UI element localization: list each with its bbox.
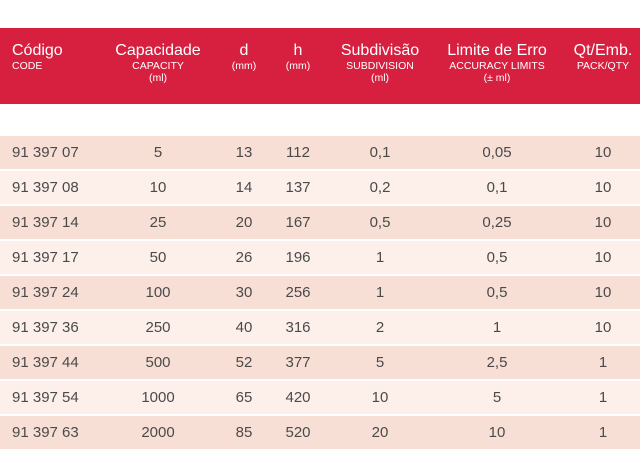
cell-subdivision: 2 [375,319,385,336]
cell-code: 91 397 17 [12,249,79,266]
cell-subdivision: 0,2 [369,179,391,196]
cell-capacity: 2000 [141,424,175,441]
cell-code: 91 397 24 [12,284,79,301]
cell-diameter: 40 [235,319,253,336]
cell-pack-qty: 10 [594,319,612,336]
cell-capacity: 250 [145,319,171,336]
header-subdivision: Subdivisão SUBDIVISION (ml) [330,42,430,85]
cell-accuracy: 0,5 [486,249,508,266]
cell-diameter: 26 [235,249,253,266]
header-height: h (mm) [278,42,318,72]
cell-diameter: 14 [235,179,253,196]
header-capacity-sublabel: CAPACITY [132,60,184,73]
cell-height: 196 [285,249,311,266]
table-row: 91 397 08 10 14 137 0,2 0,1 10 [0,171,640,204]
table-header: Código CODE Capacidade CAPACITY (ml) d (… [0,28,640,104]
cell-code: 91 397 44 [12,354,79,371]
cell-height: 520 [285,424,311,441]
table-row: 91 397 17 50 26 196 1 0,5 10 [0,241,640,274]
table-row: 91 397 36 250 40 316 2 1 10 [0,311,640,344]
header-height-label: h [293,42,303,59]
cell-height: 316 [285,319,311,336]
cell-subdivision: 1 [375,249,385,266]
cell-subdivision: 10 [371,389,389,406]
header-subdivision-label: Subdivisão [340,42,420,59]
cell-accuracy: 10 [488,424,506,441]
cell-subdivision: 20 [371,424,389,441]
cell-code: 91 397 63 [12,424,79,441]
header-accuracy-unit: (± ml) [483,72,511,85]
cell-diameter: 20 [235,214,253,231]
cell-pack-qty: 10 [594,249,612,266]
cell-code: 91 397 07 [12,144,79,161]
table-row: 91 397 24 100 30 256 1 0,5 10 [0,276,640,309]
cell-diameter: 13 [235,144,253,161]
cell-accuracy: 0,25 [482,214,512,231]
table-row: 91 397 07 5 13 112 0,1 0,05 10 [0,136,640,169]
cell-height: 256 [285,284,311,301]
cell-code: 91 397 08 [12,179,79,196]
header-diameter-label: d [239,42,249,59]
header-capacity-label: Capacidade [115,42,201,59]
cell-diameter: 52 [235,354,253,371]
cell-capacity: 100 [145,284,171,301]
cell-height: 112 [286,144,310,161]
cell-pack-qty: 10 [594,144,612,161]
header-code-sublabel: CODE [12,60,43,73]
cell-accuracy: 0,5 [486,284,508,301]
header-accuracy-sublabel: ACCURACY LIMITS [449,60,545,73]
header-capacity-unit: (ml) [148,72,168,85]
cell-accuracy: 5 [492,389,502,406]
header-code-label: Código [12,42,63,59]
cell-capacity: 1000 [141,389,175,406]
cell-accuracy: 1 [492,319,502,336]
header-pack-qty: Qt/Emb. PACK/QTY [566,42,640,72]
cell-height: 377 [285,354,311,371]
cell-code: 91 397 14 [12,214,79,231]
cell-accuracy: 0,05 [482,144,512,161]
cell-code: 91 397 36 [12,319,79,336]
cell-accuracy: 2,5 [486,354,508,371]
cell-pack-qty: 10 [594,179,612,196]
cell-height: 137 [285,179,311,196]
cell-subdivision: 0,5 [369,214,391,231]
header-pack-qty-sublabel: PACK/QTY [576,60,630,73]
cell-subdivision: 5 [375,354,385,371]
header-code: Código CODE [12,42,92,72]
cell-pack-qty: 10 [594,284,612,301]
cell-capacity: 5 [153,144,163,161]
table-row: 91 397 44 500 52 377 5 2,5 1 [0,346,640,379]
header-diameter: d (mm) [224,42,264,72]
header-capacity: Capacidade CAPACITY (ml) [103,42,213,85]
cell-pack-qty: 1 [598,424,608,441]
table-row: 91 397 54 1000 65 420 10 5 1 [0,381,640,414]
cell-height: 167 [285,214,311,231]
header-subdivision-unit: (ml) [370,72,390,85]
header-accuracy: Limite de Erro ACCURACY LIMITS (± ml) [437,42,557,85]
header-diameter-unit: (mm) [231,60,257,73]
cell-pack-qty: 1 [598,354,608,371]
cell-diameter: 65 [235,389,253,406]
cell-height: 420 [285,389,311,406]
header-accuracy-label: Limite de Erro [447,42,547,59]
table-row: 91 397 14 25 20 167 0,5 0,25 10 [0,206,640,239]
cell-capacity: 500 [145,354,171,371]
header-height-unit: (mm) [285,60,311,73]
cell-diameter: 30 [235,284,253,301]
cell-subdivision: 1 [375,284,385,301]
header-subdivision-sublabel: SUBDIVISION [346,60,414,73]
table-row: 91 397 63 2000 85 520 20 10 1 [0,416,640,449]
header-pack-qty-label: Qt/Emb. [573,42,633,59]
cell-accuracy: 0,1 [486,179,508,196]
cell-pack-qty: 10 [594,214,612,231]
cell-subdivision: 0,1 [369,144,391,161]
table-body: 91 397 07 5 13 112 0,1 0,05 10 91 397 08 10 14 137… [0,136,640,451]
cell-pack-qty: 1 [598,389,608,406]
cell-code: 91 397 54 [12,389,79,406]
cell-diameter: 85 [235,424,253,441]
cell-capacity: 50 [149,249,167,266]
cell-capacity: 25 [149,214,167,231]
cell-capacity: 10 [149,179,167,196]
